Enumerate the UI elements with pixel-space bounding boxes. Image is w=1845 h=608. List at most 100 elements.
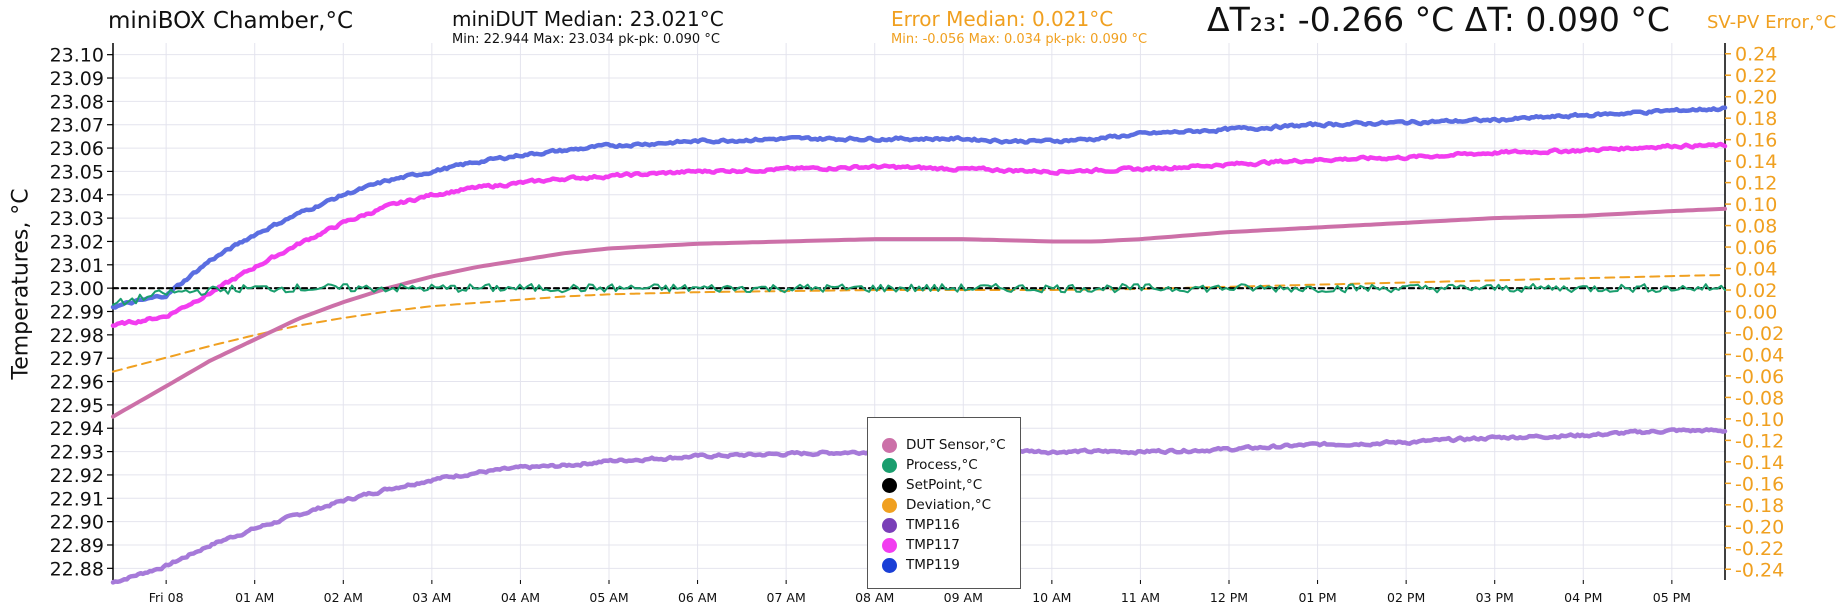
y-tick-label: 22.89	[50, 535, 104, 557]
legend-swatch	[882, 437, 897, 453]
x-tick-label: 02 AM	[324, 590, 363, 605]
error-stats-readout: Min: -0.056 Max: 0.034 pk-pk: 0.090 °C	[891, 32, 1148, 47]
y-tick-label: 23.04	[50, 185, 104, 207]
y-tick-label: 22.90	[50, 512, 104, 534]
y2-tick-label: 0.04	[1735, 259, 1777, 281]
y-tick-label: 22.88	[50, 558, 104, 580]
chart-legend: DUT Sensor,°C Process,°C SetPoint,°C Dev…	[867, 417, 1021, 589]
x-tick-label: 06 AM	[678, 590, 717, 605]
legend-item[interactable]: SetPoint,°C	[882, 475, 1020, 495]
y-tick-label: 23.10	[50, 45, 104, 67]
y-tick-label: 22.97	[50, 348, 104, 370]
dut-median-readout: miniDUT Median: 23.021°C	[452, 7, 724, 31]
y2-tick-label: -0.06	[1735, 366, 1784, 388]
y-tick-label: 22.92	[50, 465, 104, 487]
y2-tick-label: -0.02	[1735, 323, 1784, 345]
y2-tick-label: 0.06	[1735, 237, 1777, 259]
y2-tick-label: -0.08	[1735, 387, 1784, 409]
legend-label: TMP116	[906, 517, 960, 533]
legend-item[interactable]: TMP116	[882, 515, 1020, 535]
y2-tick-label: -0.14	[1735, 452, 1784, 474]
series-line-deviation-c	[112, 274, 1726, 373]
y-tick-label: 22.94	[50, 418, 104, 440]
y-tick-label: 22.91	[50, 488, 104, 510]
legend-item[interactable]: TMP119	[882, 555, 1020, 575]
legend-label: Deviation,°C	[906, 497, 992, 513]
y2-tick-label: 0.00	[1735, 302, 1777, 324]
legend-item[interactable]: DUT Sensor,°C	[882, 435, 1020, 455]
y2-tick-label: 0.14	[1735, 151, 1777, 173]
legend-label: TMP119	[906, 557, 960, 573]
y-tick-label: 23.03	[50, 208, 104, 230]
dut-stats-readout: Min: 22.944 Max: 23.034 pk-pk: 0.090 °C	[452, 32, 720, 47]
legend-item[interactable]: TMP117	[882, 535, 1020, 555]
y2-tick-label: -0.22	[1735, 538, 1784, 560]
delta-readout: ΔT₂₃: -0.266 °C ΔT: 0.090 °C	[1207, 0, 1670, 39]
y-tick-label: 23.07	[50, 115, 104, 137]
legend-label: Process,°C	[906, 457, 978, 473]
chart-title: miniBOX Chamber,°C	[108, 8, 354, 34]
y2-tick-label: -0.20	[1735, 516, 1784, 538]
legend-swatch	[882, 537, 897, 553]
y2-tick-label: -0.18	[1735, 495, 1784, 517]
series-line-tmp119	[110, 105, 1728, 310]
series-line-dut-sensor-c	[111, 206, 1727, 419]
y-tick-label: 23.02	[50, 231, 104, 253]
x-tick-label: 05 PM	[1653, 590, 1691, 605]
y-tick-label: 22.96	[50, 372, 104, 394]
legend-item[interactable]: Process,°C	[882, 455, 1020, 475]
y-tick-label: 23.00	[50, 278, 104, 300]
x-tick-label: 04 AM	[501, 590, 540, 605]
x-tick-label: Fri 08	[149, 590, 184, 605]
y-tick-label: 22.95	[50, 395, 104, 417]
x-tick-label: 10 AM	[1032, 590, 1071, 605]
legend-label: TMP117	[906, 537, 960, 553]
x-tick-label: 01 AM	[235, 590, 274, 605]
legend-item[interactable]: Deviation,°C	[882, 495, 1020, 515]
x-tick-label: 01 PM	[1298, 590, 1336, 605]
y2-tick-label: -0.10	[1735, 409, 1784, 431]
legend-swatch	[882, 477, 897, 493]
x-tick-label: 02 PM	[1387, 590, 1425, 605]
y2-tick-label: 0.24	[1735, 44, 1777, 66]
y-tick-label: 22.99	[50, 302, 104, 324]
y2-tick-label: -0.16	[1735, 473, 1784, 495]
x-tick-label: 08 AM	[855, 590, 894, 605]
y2-tick-label: 0.10	[1735, 194, 1777, 216]
x-tick-label: 09 AM	[944, 590, 983, 605]
y2-tick-label: -0.04	[1735, 344, 1784, 366]
series-line-tmp117	[110, 141, 1728, 328]
x-tick-label: 07 AM	[767, 590, 806, 605]
x-tick-label: 03 PM	[1476, 590, 1514, 605]
y2-tick-label: 0.20	[1735, 87, 1777, 109]
legend-swatch	[882, 557, 897, 573]
y2-tick-label: 0.16	[1735, 130, 1777, 152]
y2-tick-label: 0.18	[1735, 108, 1777, 130]
y-tick-label: 23.05	[50, 161, 104, 183]
y-tick-label: 23.08	[50, 91, 104, 113]
legend-swatch	[882, 517, 897, 533]
left-axis-label: Temperatures, °C	[8, 188, 34, 380]
legend-swatch	[882, 497, 897, 513]
x-tick-label: 12 PM	[1210, 590, 1248, 605]
legend-swatch	[882, 457, 897, 473]
y-tick-label: 23.01	[50, 255, 104, 277]
y-tick-label: 23.09	[50, 68, 104, 90]
series-line-process-c	[112, 283, 1726, 306]
y-tick-label: 22.93	[50, 442, 104, 464]
right-axis-label: SV-PV Error,°C	[1707, 12, 1837, 33]
y2-tick-label: 0.22	[1735, 65, 1777, 87]
legend-label: SetPoint,°C	[906, 477, 983, 493]
x-tick-label: 05 AM	[589, 590, 628, 605]
x-tick-label: 11 AM	[1121, 590, 1160, 605]
x-tick-label: 03 AM	[412, 590, 451, 605]
x-tick-label: 04 PM	[1564, 590, 1602, 605]
y-tick-label: 22.98	[50, 325, 104, 347]
y2-tick-label: 0.02	[1735, 280, 1777, 302]
legend-label: DUT Sensor,°C	[906, 437, 1006, 453]
y2-tick-label: 0.08	[1735, 216, 1777, 238]
error-median-readout: Error Median: 0.021°C	[891, 7, 1114, 31]
y2-tick-label: -0.12	[1735, 430, 1784, 452]
y2-tick-label: 0.12	[1735, 173, 1777, 195]
y-tick-label: 23.06	[50, 138, 104, 160]
